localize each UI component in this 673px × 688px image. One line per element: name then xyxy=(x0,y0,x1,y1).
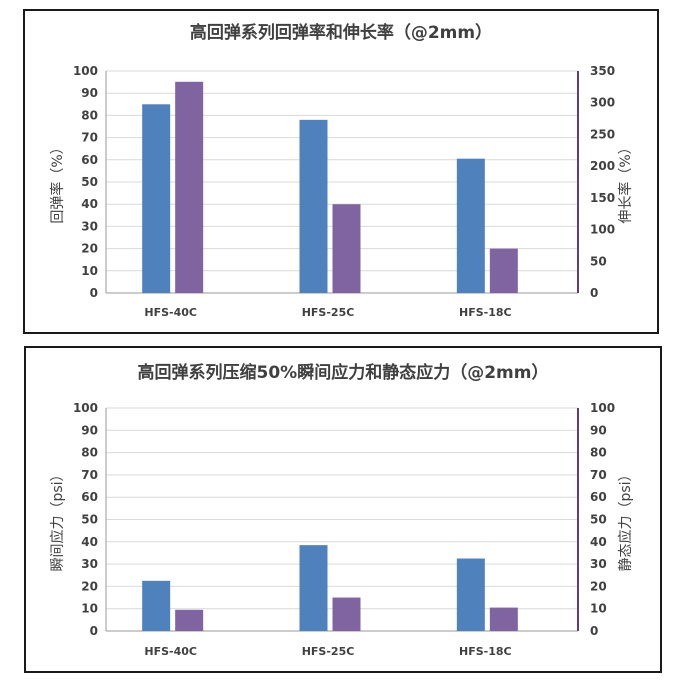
y-tick-label-right: 150 xyxy=(590,191,615,205)
y-tick-label-left: 60 xyxy=(81,153,98,167)
bar-hfs-25c-left xyxy=(299,119,328,293)
y-tick-label-left: 80 xyxy=(81,108,98,122)
y-tick-label-left: 30 xyxy=(81,557,98,571)
bar-hfs-18c-left xyxy=(456,158,485,293)
y-tick-label-left: 10 xyxy=(81,264,98,278)
y-tick-label-right: 50 xyxy=(590,513,607,527)
x-tick-label: HFS-25C xyxy=(302,645,355,658)
y-tick-label-left: 70 xyxy=(81,468,98,482)
bar-hfs-25c-right xyxy=(332,597,361,631)
bar-hfs-40c-right xyxy=(175,609,204,631)
chart-stress: 高回弹系列压缩50%瞬间应力和静态应力（@2mm） 0 10 20 30 40 50 60 70… xyxy=(24,346,662,673)
y-tick-label-right: 200 xyxy=(590,159,615,173)
y-tick-label-right: 0 xyxy=(590,624,598,638)
bar-hfs-40c-right xyxy=(175,81,204,293)
y-tick-label-right: 10 xyxy=(590,602,607,616)
y-axis-title-right: 伸长率（%） xyxy=(617,140,634,223)
y-tick-label-right: 80 xyxy=(590,446,607,460)
x-tick-label: HFS-25C xyxy=(302,306,355,319)
y-tick-label-left: 40 xyxy=(81,535,98,549)
y-tick-label-left: 30 xyxy=(81,219,98,233)
y-tick-label-left: 0 xyxy=(90,286,98,300)
y-tick-label-left: 90 xyxy=(81,423,98,437)
y-tick-label-right: 30 xyxy=(590,557,607,571)
y-tick-label-right: 100 xyxy=(590,401,615,415)
bar-hfs-18c-right xyxy=(489,607,518,631)
x-tick-label: HFS-18C xyxy=(459,306,512,319)
y-tick-label-right: 60 xyxy=(590,490,607,504)
chart-rebound-elongation: 高回弹系列回弹率和伸长率（@2mm） 0 10 20 30 40 50 60 70 80 90 100… xyxy=(23,9,659,334)
bar-hfs-18c-left xyxy=(456,558,485,631)
y-tick-label-right: 70 xyxy=(590,468,607,482)
y-tick-label-left: 50 xyxy=(81,513,98,527)
y-tick-label-right: 40 xyxy=(590,535,607,549)
y-axis-title-left: 瞬间应力（psi） xyxy=(49,467,66,571)
y-tick-label-right: 90 xyxy=(590,423,607,437)
chart-panel-rebound-elongation: 高回弹系列回弹率和伸长率（@2mm） 0 10 20 30 40 50 60 70 80 90 100… xyxy=(0,0,673,340)
x-tick-label: HFS-18C xyxy=(459,645,512,658)
y-tick-label-right: 50 xyxy=(590,254,607,268)
y-tick-label-right: 350 xyxy=(590,64,615,78)
y-tick-label-right: 0 xyxy=(590,286,598,300)
y-tick-label-right: 20 xyxy=(590,579,607,593)
chart-panel-stress: 高回弹系列压缩50%瞬间应力和静态应力（@2mm） 0 10 20 30 40 50 60 70… xyxy=(0,342,673,684)
bar-hfs-25c-left xyxy=(299,545,328,631)
y-tick-label-left: 40 xyxy=(81,197,98,211)
y-tick-label-left: 0 xyxy=(90,624,98,638)
chart-title: 高回弹系列压缩50%瞬间应力和静态应力（@2mm） xyxy=(138,362,549,383)
y-tick-label-left: 20 xyxy=(81,242,98,256)
y-axis-title-left: 回弹率（%） xyxy=(49,140,66,223)
x-tick-label: HFS-40C xyxy=(144,306,197,319)
chart-title: 高回弹系列回弹率和伸长率（@2mm） xyxy=(190,22,492,43)
bar-hfs-25c-right xyxy=(332,204,361,293)
y-tick-label-left: 80 xyxy=(81,446,98,460)
y-tick-label-left: 10 xyxy=(81,602,98,616)
y-tick-label-left: 50 xyxy=(81,175,98,189)
bar-hfs-18c-right xyxy=(489,248,518,293)
y-tick-label-left: 100 xyxy=(73,401,98,415)
y-tick-label-left: 20 xyxy=(81,579,98,593)
bar-hfs-40c-left xyxy=(142,580,171,631)
y-tick-label-left: 60 xyxy=(81,490,98,504)
y-axis-title-right: 静态应力（psi） xyxy=(617,467,634,571)
y-tick-label-left: 100 xyxy=(73,64,98,78)
x-tick-label: HFS-40C xyxy=(144,645,197,658)
y-tick-label-right: 100 xyxy=(590,223,615,237)
bar-hfs-40c-left xyxy=(142,104,171,293)
y-tick-label-left: 90 xyxy=(81,86,98,100)
y-tick-label-left: 70 xyxy=(81,131,98,145)
y-tick-label-right: 300 xyxy=(590,96,615,110)
y-tick-label-right: 250 xyxy=(590,127,615,141)
